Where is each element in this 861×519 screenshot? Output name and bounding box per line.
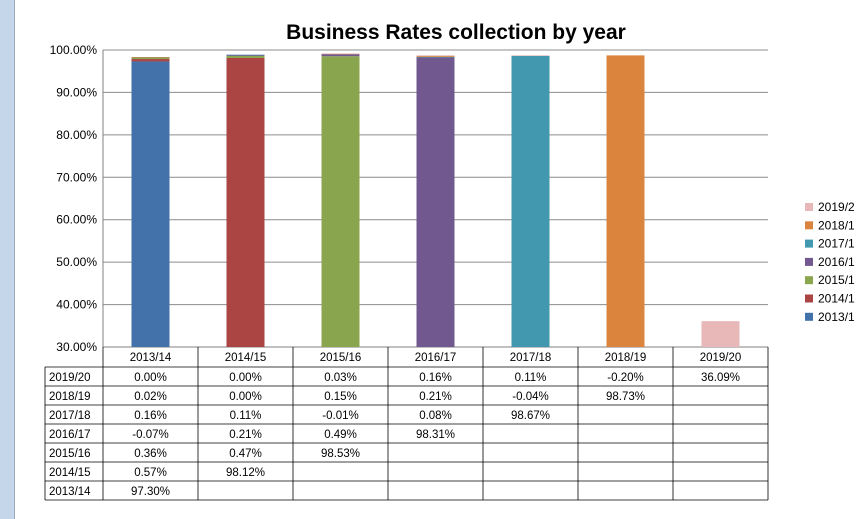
table-cell: 98.12% <box>226 467 265 479</box>
legend-label: 2013/1 <box>818 310 855 324</box>
y-tick-label: 30.00% <box>56 340 97 354</box>
legend-swatch <box>805 257 813 266</box>
bar-segment <box>321 54 360 57</box>
table-cell: 0.00% <box>134 372 167 384</box>
bar-segment <box>321 53 360 55</box>
table-cell: 0.11% <box>515 372 547 384</box>
y-tick-label: 70.00% <box>56 170 97 184</box>
x-tick-label: 2014/15 <box>225 352 267 364</box>
y-axis-ticks: 30.00% 40.00% 50.00% 60.00% 70.00% 80.00% 90.0… <box>50 43 98 354</box>
table-cell: 0.03% <box>324 372 357 384</box>
table-cell: -0.01% <box>322 410 358 422</box>
table-cell: 0.36% <box>134 448 167 460</box>
y-tick-label: 90.00% <box>56 85 97 99</box>
x-tick-label: 2017/18 <box>510 352 552 364</box>
table-row-label: 2014/15 <box>49 467 91 479</box>
legend-swatch <box>805 312 813 321</box>
table-cell: 0.16% <box>419 372 452 384</box>
bar-segment <box>701 321 740 347</box>
table-cell: 0.57% <box>134 467 167 479</box>
legend-swatch <box>805 239 813 248</box>
table-cell: 0.11% <box>230 410 262 422</box>
table-cell: 98.67% <box>511 410 550 422</box>
legend-label: 2017/1 <box>818 237 855 251</box>
legend: 2019/2 2018/1 2017/1 2016/1 2015/1 2014/1 2013… <box>805 200 855 324</box>
table-cell: 0.49% <box>324 429 357 441</box>
bar-segment <box>226 55 265 58</box>
table-cell: -0.07% <box>132 429 168 441</box>
chart-svg: Business Rates collection by year 30.00%… <box>44 21 855 501</box>
bar-segment <box>511 55 550 347</box>
x-tick-label: 2015/16 <box>320 352 362 364</box>
legend-label: 2019/2 <box>818 200 855 214</box>
table-cell: 0.15% <box>324 391 357 403</box>
bar-segment <box>511 55 550 56</box>
bars <box>131 53 740 348</box>
y-tick-label: 80.00% <box>56 128 97 142</box>
x-tick-label: 2018/19 <box>605 352 647 364</box>
bar-segment <box>606 55 645 347</box>
table-cell: 36.09% <box>701 372 740 384</box>
data-table: 2013/14 2014/15 2015/16 2016/17 2017/18 2018/… <box>44 347 769 501</box>
table-cell: -0.04% <box>512 391 548 403</box>
legend-swatch <box>805 203 813 211</box>
table-cell: 0.00% <box>229 372 262 384</box>
legend-swatch <box>805 276 813 285</box>
bar-segment <box>131 59 170 62</box>
bar-segment <box>226 57 265 348</box>
table-cell: 97.30% <box>131 486 170 498</box>
bar-segment <box>416 55 455 56</box>
bar-segment <box>131 61 170 347</box>
table-cell: 98.53% <box>321 448 360 460</box>
bar-segment <box>416 56 455 58</box>
chart-title: Business Rates collection by year <box>286 21 626 44</box>
bar-segment <box>416 57 455 347</box>
x-tick-label: 2019/20 <box>700 352 742 364</box>
table-cell: 0.00% <box>229 391 262 403</box>
table-cell: -0.20% <box>607 372 643 384</box>
y-tick-label: 100.00% <box>50 43 98 57</box>
legend-label: 2015/1 <box>818 273 855 287</box>
table-cell: 98.73% <box>606 391 645 403</box>
bar-segment <box>131 57 170 60</box>
table-cell: 0.08% <box>419 410 452 422</box>
table-row-label: 2015/16 <box>49 448 91 460</box>
x-tick-label: 2016/17 <box>415 352 457 364</box>
table-row-label: 2018/19 <box>49 391 91 403</box>
table-row-label: 2017/18 <box>49 410 91 422</box>
bar-segment <box>226 55 265 56</box>
y-tick-label: 50.00% <box>56 255 97 269</box>
table-row-label: 2016/17 <box>49 429 91 441</box>
bar-segment <box>416 55 455 57</box>
table-cell: 0.02% <box>134 391 167 403</box>
bar-segment <box>226 54 265 56</box>
table-cell: 98.31% <box>416 429 455 441</box>
table-cell: 0.47% <box>229 448 262 460</box>
y-tick-label: 40.00% <box>56 298 97 312</box>
y-tick-label: 60.00% <box>56 213 97 227</box>
x-tick-label: 2013/14 <box>130 352 172 364</box>
legend-label: 2018/1 <box>818 218 855 232</box>
chart-frame: Business Rates collection by year 30.00%… <box>14 0 861 519</box>
table-cell: 0.21% <box>419 391 452 403</box>
legend-swatch <box>805 294 813 303</box>
legend-label: 2016/1 <box>818 255 855 269</box>
table-cell: 0.16% <box>134 410 167 422</box>
bar-segment <box>131 57 170 58</box>
table-cell: 0.21% <box>229 429 262 441</box>
table-row-label: 2013/14 <box>49 486 91 498</box>
legend-swatch <box>805 221 813 230</box>
legend-label: 2014/1 <box>818 292 855 306</box>
bar-segment <box>321 56 360 347</box>
table-row-label: 2019/20 <box>49 372 91 384</box>
